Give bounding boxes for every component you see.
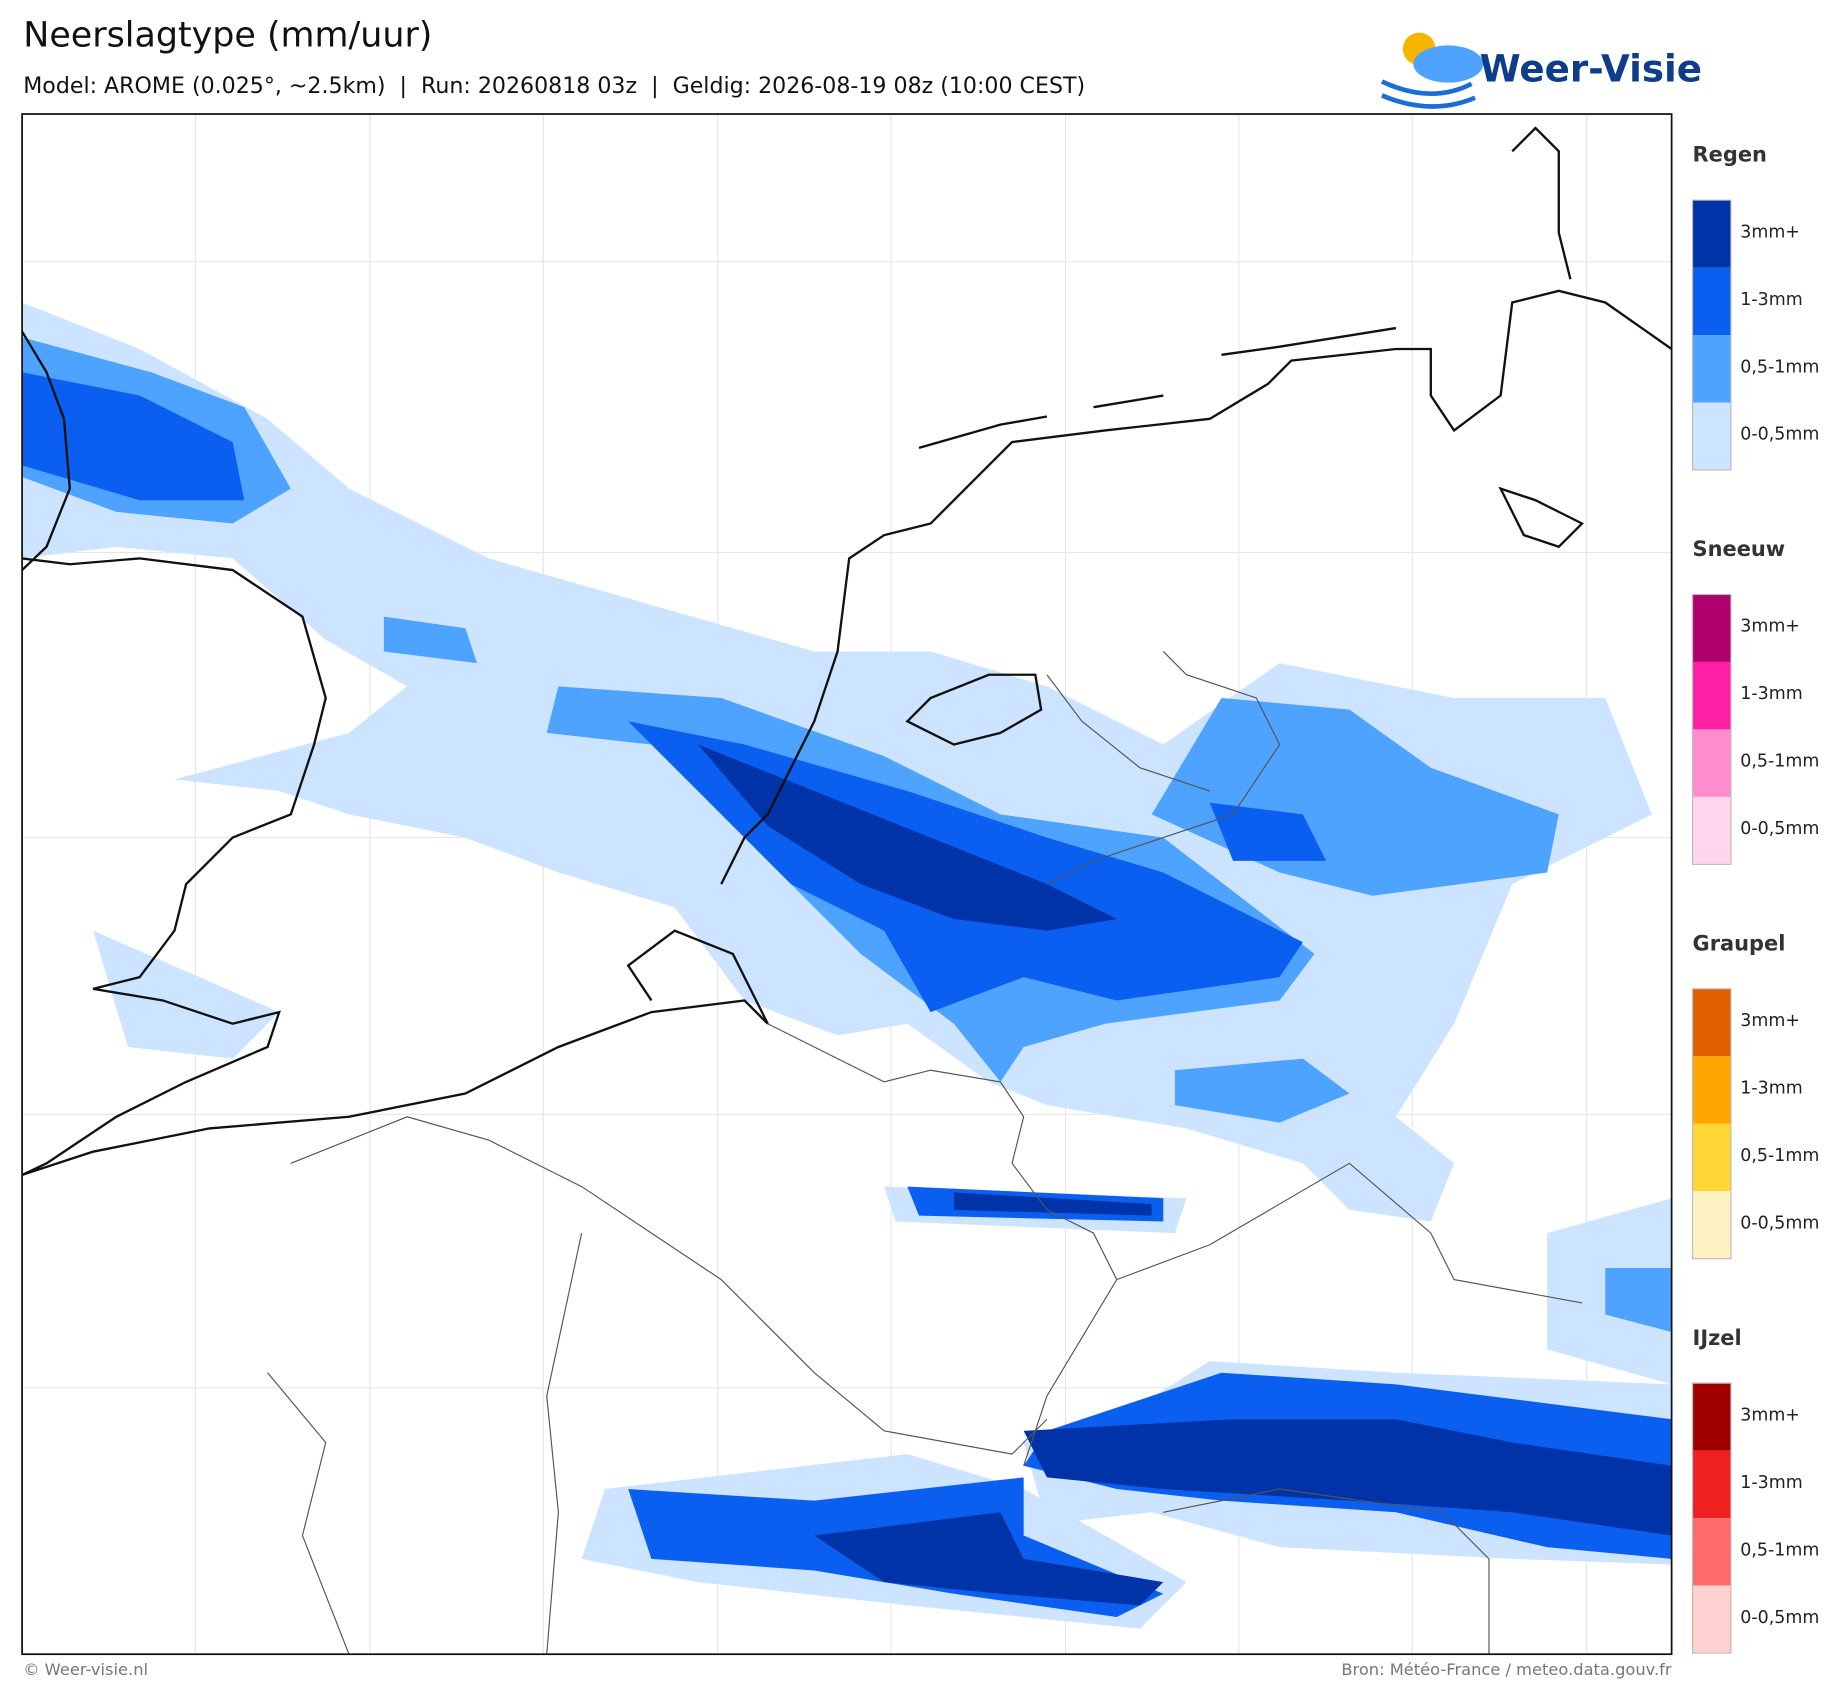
- legend-label: 3mm+: [1740, 1011, 1800, 1031]
- footer-left: © Weer-visie.nl: [23, 1660, 148, 1679]
- legend-label: 0,5-1mm: [1740, 1540, 1819, 1560]
- legend-swatch: [1692, 267, 1731, 336]
- legend: Regen 3mm+ 1-3mm 0,5-1mm 0-0,5mm Sneeuw 3mm+ 1-…: [1691, 143, 1819, 1654]
- legend-title: Graupel: [1693, 931, 1786, 955]
- borders: [267, 651, 1583, 1655]
- legend-label: 1-3mm: [1740, 290, 1802, 310]
- legend-swatch: [1692, 1191, 1731, 1259]
- footer-right: Bron: Météo-France / meteo.data.gouv.fr: [1341, 1660, 1672, 1679]
- legend-frame: [1691, 988, 1732, 1260]
- legend-title: IJzel: [1693, 1326, 1742, 1350]
- legend-swatch: [1692, 796, 1731, 865]
- legend-frame: [1691, 593, 1732, 865]
- legend-frame: [1691, 199, 1732, 471]
- legend-swatch: [1692, 594, 1731, 662]
- title: Neerslagtype (mm/uur): [23, 16, 432, 56]
- legend-label: 1-3mm: [1740, 1473, 1802, 1493]
- legend-label: 3mm+: [1740, 222, 1800, 242]
- legend-label: 0-0,5mm: [1740, 1608, 1819, 1628]
- legend-swatch: [1692, 1056, 1731, 1124]
- legend-swatch: [1692, 1518, 1731, 1586]
- precipitation: [22, 302, 1672, 1629]
- legend-title: Sneeuw: [1693, 537, 1786, 561]
- coastlines: [22, 126, 1672, 1177]
- legend-swatch: [1692, 1585, 1731, 1654]
- legend-swatch: [1692, 1383, 1731, 1451]
- legend-label: 1-3mm: [1740, 684, 1802, 704]
- legend-swatch: [1692, 1450, 1731, 1519]
- legend-title: Regen: [1693, 143, 1767, 167]
- legend-frame: [1691, 1382, 1732, 1654]
- legend-swatch: [1692, 729, 1731, 797]
- logo-text: Weer-Visie: [1480, 46, 1702, 90]
- map: [22, 114, 1672, 1655]
- legend-swatch: [1692, 335, 1731, 403]
- legend-swatch: [1692, 988, 1731, 1057]
- subtitle: Model: AROME (0.025°, ~2.5km) | Run: 202…: [23, 73, 1085, 99]
- legend-label: 0-0,5mm: [1740, 1213, 1819, 1233]
- legend-label: 3mm+: [1740, 617, 1800, 637]
- legend-swatch: [1692, 402, 1731, 470]
- logo: Weer-Visie: [1380, 32, 1702, 109]
- legend-swatch: [1692, 1123, 1731, 1192]
- legend-label: 0,5-1mm: [1740, 752, 1819, 772]
- legend-label: 0,5-1mm: [1740, 1146, 1819, 1166]
- legend-swatch: [1692, 661, 1731, 730]
- legend-label: 0,5-1mm: [1740, 357, 1819, 377]
- legend-label: 0-0,5mm: [1740, 819, 1819, 839]
- legend-label: 1-3mm: [1740, 1079, 1802, 1099]
- legend-swatch: [1692, 200, 1731, 268]
- legend-label: 0-0,5mm: [1740, 425, 1819, 445]
- map-frame: [21, 113, 1673, 1656]
- legend-label: 3mm+: [1740, 1405, 1800, 1425]
